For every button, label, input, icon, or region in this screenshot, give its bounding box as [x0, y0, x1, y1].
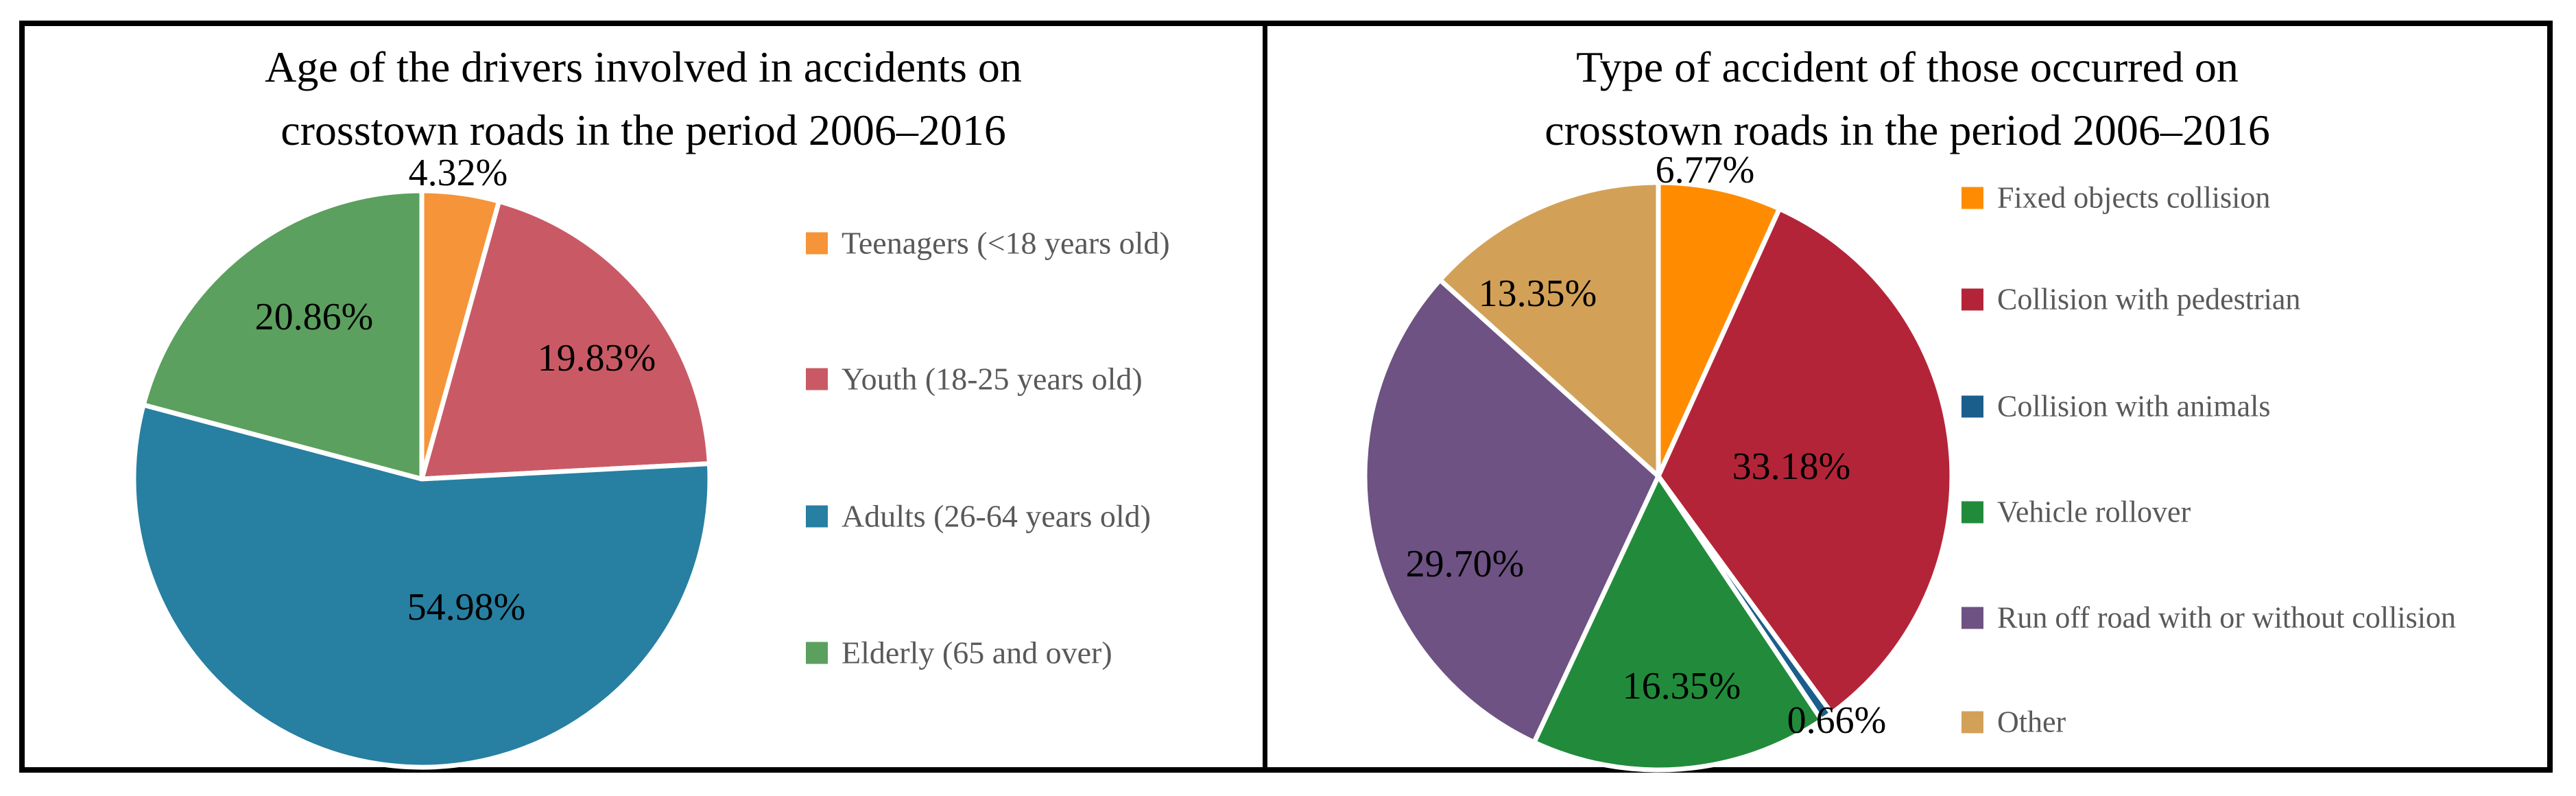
- slice-label: 20.86%: [254, 296, 374, 338]
- legend-label: Youth (18-25 years old): [842, 361, 1143, 397]
- legend-label: Collision with pedestrian: [1997, 282, 2301, 316]
- legend-item: Collision with pedestrian: [1961, 282, 2300, 317]
- slice-label: 13.35%: [1478, 272, 1597, 315]
- legend-color-swatch: [806, 368, 828, 390]
- legend-color-swatch: [1961, 395, 1983, 417]
- title-line-2: crosstown roads in the period 2006–2016: [281, 106, 1006, 154]
- slice-label: 6.77%: [1655, 149, 1755, 191]
- legend-item: Fixed objects collision: [1961, 180, 2270, 215]
- pie-slice-collision-with-pedestrian: [1656, 206, 1955, 716]
- legend-item: Teenagers (<18 years old): [806, 225, 1170, 261]
- legend-label: Teenagers (<18 years old): [842, 225, 1170, 261]
- legend-label: Other: [1997, 705, 2066, 739]
- legend-item: Youth (18-25 years old): [806, 361, 1143, 397]
- legend-color-swatch: [1961, 187, 1983, 209]
- legend-color-swatch: [806, 232, 828, 254]
- legend-color-swatch: [1961, 501, 1983, 523]
- legend-label: Collision with animals: [1997, 389, 2271, 423]
- legend-color-swatch: [806, 642, 828, 664]
- pie-slice-adults-26-64-years-old: [131, 402, 713, 770]
- pie-slice-vehicle-rollover: [1531, 473, 1824, 773]
- pie-slice-other: [1438, 180, 1661, 479]
- legend-label: Elderly (65 and over): [842, 635, 1112, 670]
- legend-label: Adults (26-64 years old): [842, 498, 1151, 534]
- legend-item: Collision with animals: [1961, 389, 2270, 424]
- slice-label: 4.32%: [408, 152, 508, 194]
- pie-slice-elderly-65-and-over: [141, 188, 425, 482]
- legend-item: Run off road with or without collision: [1961, 600, 2456, 635]
- age-chart-title: Age of the drivers involved in accidents…: [93, 36, 1193, 162]
- slice-label: 16.35%: [1622, 665, 1741, 707]
- legend-item: Adults (26-64 years old): [806, 498, 1151, 535]
- legend-color-swatch: [1961, 288, 1983, 310]
- title-line-2: crosstown roads in the period 2006–2016: [1545, 106, 2270, 154]
- pie-slice-fixed-objects-collision: [1656, 180, 1782, 479]
- pie-slice-run-off-road-with-or-without-collision: [1362, 277, 1661, 745]
- accident-type-chart-title: Type of accident of those occurred on cr…: [1358, 36, 2457, 162]
- slice-label: 29.70%: [1405, 543, 1525, 585]
- legend-item: Other: [1961, 705, 2066, 740]
- legend-color-swatch: [1961, 607, 1983, 629]
- slice-label: 54.98%: [407, 586, 526, 629]
- pie-slice-youth-18-25-years-old: [419, 198, 712, 482]
- slice-label: 19.83%: [537, 337, 656, 379]
- legend-label: Fixed objects collision: [1997, 180, 2271, 215]
- slice-label: 33.18%: [1732, 445, 1851, 488]
- legend-item: Vehicle rollover: [1961, 495, 2191, 530]
- legend-color-swatch: [806, 505, 828, 527]
- legend-label: Vehicle rollover: [1997, 495, 2191, 529]
- panel-divider: [1263, 21, 1267, 773]
- title-line-1: Age of the drivers involved in accidents…: [265, 43, 1022, 91]
- legend-color-swatch: [1961, 711, 1983, 733]
- legend-item: Elderly (65 and over): [806, 635, 1112, 671]
- slice-label: 0.66%: [1787, 699, 1887, 742]
- legend-label: Run off road with or without collision: [1997, 600, 2456, 635]
- title-line-1: Type of accident of those occurred on: [1576, 43, 2239, 91]
